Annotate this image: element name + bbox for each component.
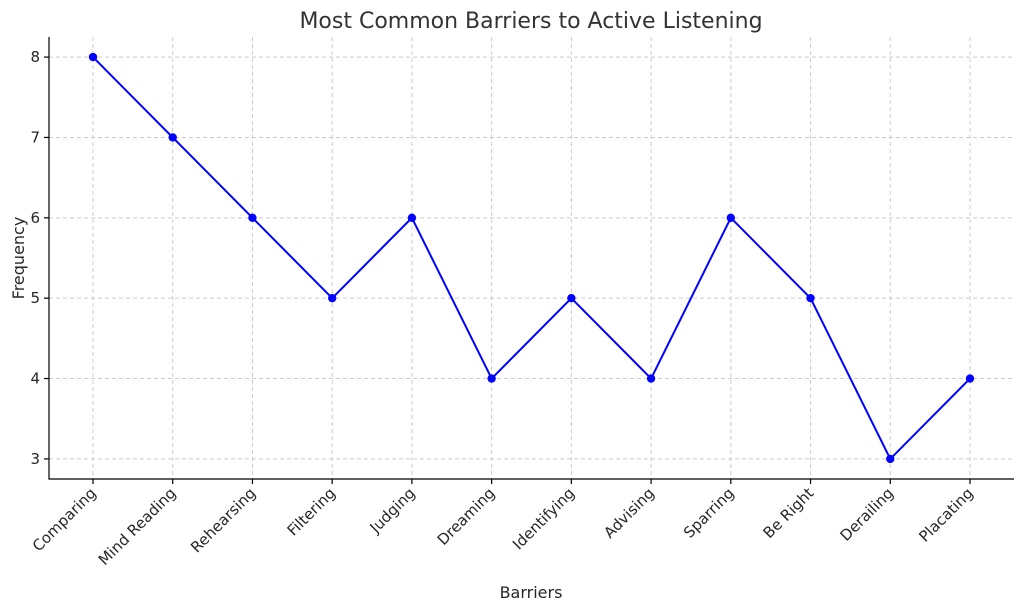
- x-tick-label: Judging: [366, 484, 419, 537]
- data-point: [168, 133, 177, 142]
- data-point: [248, 213, 257, 223]
- axes-layer: [44, 37, 1014, 484]
- x-tick-label: Identifying: [509, 484, 578, 553]
- data-point: [487, 374, 496, 383]
- chart-title: Most Common Barriers to Active Listening: [299, 9, 762, 34]
- x-tick-label: Filtering: [284, 484, 339, 539]
- data-point: [567, 293, 576, 303]
- data-point: [726, 213, 736, 223]
- y-tick-label: 3: [30, 450, 40, 468]
- data-point: [407, 213, 417, 223]
- x-axis-label: Barriers: [500, 583, 563, 602]
- x-tick-label: Comparing: [29, 484, 100, 555]
- x-tick-label: Advising: [600, 484, 658, 542]
- data-point: [886, 454, 895, 464]
- y-axis-label: Frequency: [9, 217, 28, 300]
- y-tick-label: 5: [30, 289, 40, 307]
- data-point: [965, 374, 975, 383]
- x-tick-label: Be Right: [760, 484, 818, 542]
- axis-spines: [48, 37, 1014, 480]
- y-tick-label: 8: [30, 48, 40, 66]
- y-tick-label: 6: [30, 209, 40, 227]
- series-line: [92, 56, 971, 460]
- x-tick-label: Placating: [915, 484, 976, 545]
- data-point: [806, 293, 815, 303]
- y-tick-label: 7: [30, 128, 40, 146]
- data-point: [646, 374, 656, 383]
- series-layer: [88, 52, 975, 464]
- x-tick-label: Rehearsing: [187, 484, 259, 556]
- data-point: [88, 52, 98, 62]
- data-point: [327, 293, 337, 303]
- x-tick-label: Dreaming: [434, 484, 499, 549]
- x-tick-label: Mind Reading: [95, 484, 180, 569]
- x-tick-label: Sparring: [680, 484, 738, 542]
- y-tick-label: 4: [30, 370, 40, 388]
- x-tick-label: Derailing: [837, 484, 898, 545]
- grid-layer: [49, 37, 1014, 479]
